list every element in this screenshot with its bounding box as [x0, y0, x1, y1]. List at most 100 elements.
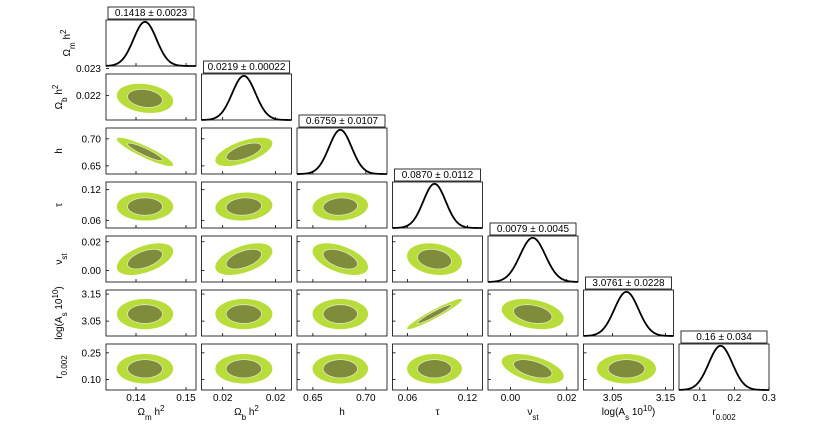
- panel-frame: [392, 343, 483, 391]
- panel-frame: [583, 343, 674, 391]
- axis-label-part: ν: [527, 407, 532, 418]
- inner-contour: [513, 304, 553, 324]
- axis-label-part: Ω: [62, 48, 73, 56]
- axis-label-part: τ: [54, 203, 65, 207]
- y-tick-label: 0.70: [82, 134, 102, 145]
- inner-contour: [127, 142, 163, 162]
- inner-contour: [127, 304, 163, 324]
- axis-label: r0.002: [54, 355, 69, 379]
- axis-label-part: 0.002: [60, 355, 69, 376]
- summary-box: [298, 114, 386, 128]
- x-tick-label: 0.2: [727, 393, 741, 404]
- y-tick-label: 0.06: [82, 216, 102, 227]
- axis-label: τ: [436, 407, 440, 418]
- panel-frame: [487, 343, 579, 391]
- axis-label-part: 2: [59, 29, 68, 34]
- panel-frame: [105, 343, 197, 391]
- panel-frame: [201, 343, 292, 391]
- axis-label-part: 10: [643, 404, 652, 413]
- axis-label-part: st: [60, 253, 69, 260]
- axis-label-part: r: [54, 375, 65, 379]
- inner-contour: [322, 197, 358, 216]
- x-tick-label: 0.3: [762, 393, 776, 404]
- panel-frame: [487, 235, 579, 283]
- axis-label: Ωm h2: [59, 29, 77, 57]
- y-tick-label: 0.12: [82, 185, 102, 196]
- inner-contour: [127, 248, 163, 270]
- summary-label: 0.1418 ± 0.0023: [115, 8, 188, 19]
- x-tick-label: 0.06: [398, 393, 418, 404]
- summary-label: 0.16 ± 0.034: [696, 332, 752, 343]
- x-tick-label: 0.65: [303, 393, 323, 404]
- marginal-curve: [583, 290, 674, 337]
- y-tick-label: 0.00: [82, 266, 102, 277]
- axis-label-part: Ω: [138, 407, 146, 418]
- x-tick-label: 0.02: [557, 393, 577, 404]
- summary-label: 3.0761 ± 0.0228: [592, 278, 665, 289]
- summary-box: [585, 276, 672, 290]
- y-tick-label: 0.02: [82, 237, 102, 248]
- x-tick-label: 0.1: [693, 393, 707, 404]
- panel-frame: [487, 289, 579, 337]
- y-tick-label: 0.10: [82, 375, 102, 386]
- axis-label: Ωb h2: [51, 84, 69, 109]
- y-tick-label: 0.022: [76, 91, 101, 102]
- axis-label: Ωb h2: [234, 404, 259, 422]
- panel-frame: [296, 289, 388, 337]
- panel-frame: [296, 235, 388, 283]
- summary-label: 0.0870 ± 0.0112: [402, 170, 474, 181]
- summary-label: 0.0079 ± 0.0045: [497, 224, 570, 235]
- x-tick-label: 3.15: [656, 393, 676, 404]
- axis-label-part: b: [60, 97, 69, 102]
- axis-label-part: 10: [629, 407, 643, 418]
- axis-label-part: h: [54, 89, 65, 97]
- panel-frame: [296, 127, 388, 175]
- panel-frame: [105, 19, 197, 67]
- inner-contour: [417, 248, 452, 270]
- axis-label-part: ): [652, 407, 655, 418]
- panel-frame: [392, 289, 483, 337]
- axis-label-part: h: [339, 407, 345, 418]
- inner-contour: [322, 304, 358, 324]
- summary-box: [489, 222, 577, 236]
- marginal-curve: [678, 344, 769, 391]
- axis-label-part: Ω: [234, 407, 242, 418]
- axis-label-part: h: [54, 148, 65, 154]
- inner-contour: [225, 197, 262, 216]
- axis-label: r0.002: [712, 407, 736, 422]
- axis-label: log(As 1010): [51, 286, 69, 340]
- axis-label-part: Ω: [54, 101, 65, 109]
- inner-contour: [225, 142, 262, 162]
- x-tick-label: 0.14: [126, 393, 146, 404]
- axis-label: νst: [54, 253, 69, 265]
- panel-frame: [105, 289, 197, 337]
- panel-frame: [201, 235, 292, 283]
- inner-contour: [322, 359, 358, 379]
- panel-frame: [201, 127, 292, 175]
- axis-label-part: 0.002: [716, 413, 737, 422]
- axis-label-part: log(A: [602, 407, 626, 418]
- axis-label-part: r: [712, 407, 716, 418]
- axis-label: νst: [527, 407, 539, 422]
- axis-label-part: s: [625, 413, 629, 422]
- panel-frame: [296, 181, 388, 229]
- panel-frame: [201, 181, 292, 229]
- x-tick-label: 0.02: [213, 393, 233, 404]
- panel-frame: [105, 73, 197, 121]
- summary-label: 0.0219 ± 0.00022: [208, 62, 286, 73]
- axis-label-part: log(A: [54, 316, 65, 340]
- panel-frame: [105, 181, 197, 229]
- axis-label-part: st: [532, 413, 539, 422]
- marginal-curve: [201, 74, 292, 121]
- inner-contour: [127, 359, 163, 379]
- axis-label: Ωm h2: [138, 404, 166, 422]
- axis-label-part: m: [68, 42, 77, 49]
- panel-frame: [392, 181, 483, 229]
- axis-label-part: 10: [54, 298, 65, 312]
- axis-label-part: 10: [51, 289, 60, 298]
- panel-frame: [201, 289, 292, 337]
- axis-label-part: h: [152, 407, 160, 418]
- axis-label-part: 2: [51, 84, 60, 89]
- axis-label-part: τ: [436, 407, 440, 418]
- inner-contour: [322, 248, 358, 270]
